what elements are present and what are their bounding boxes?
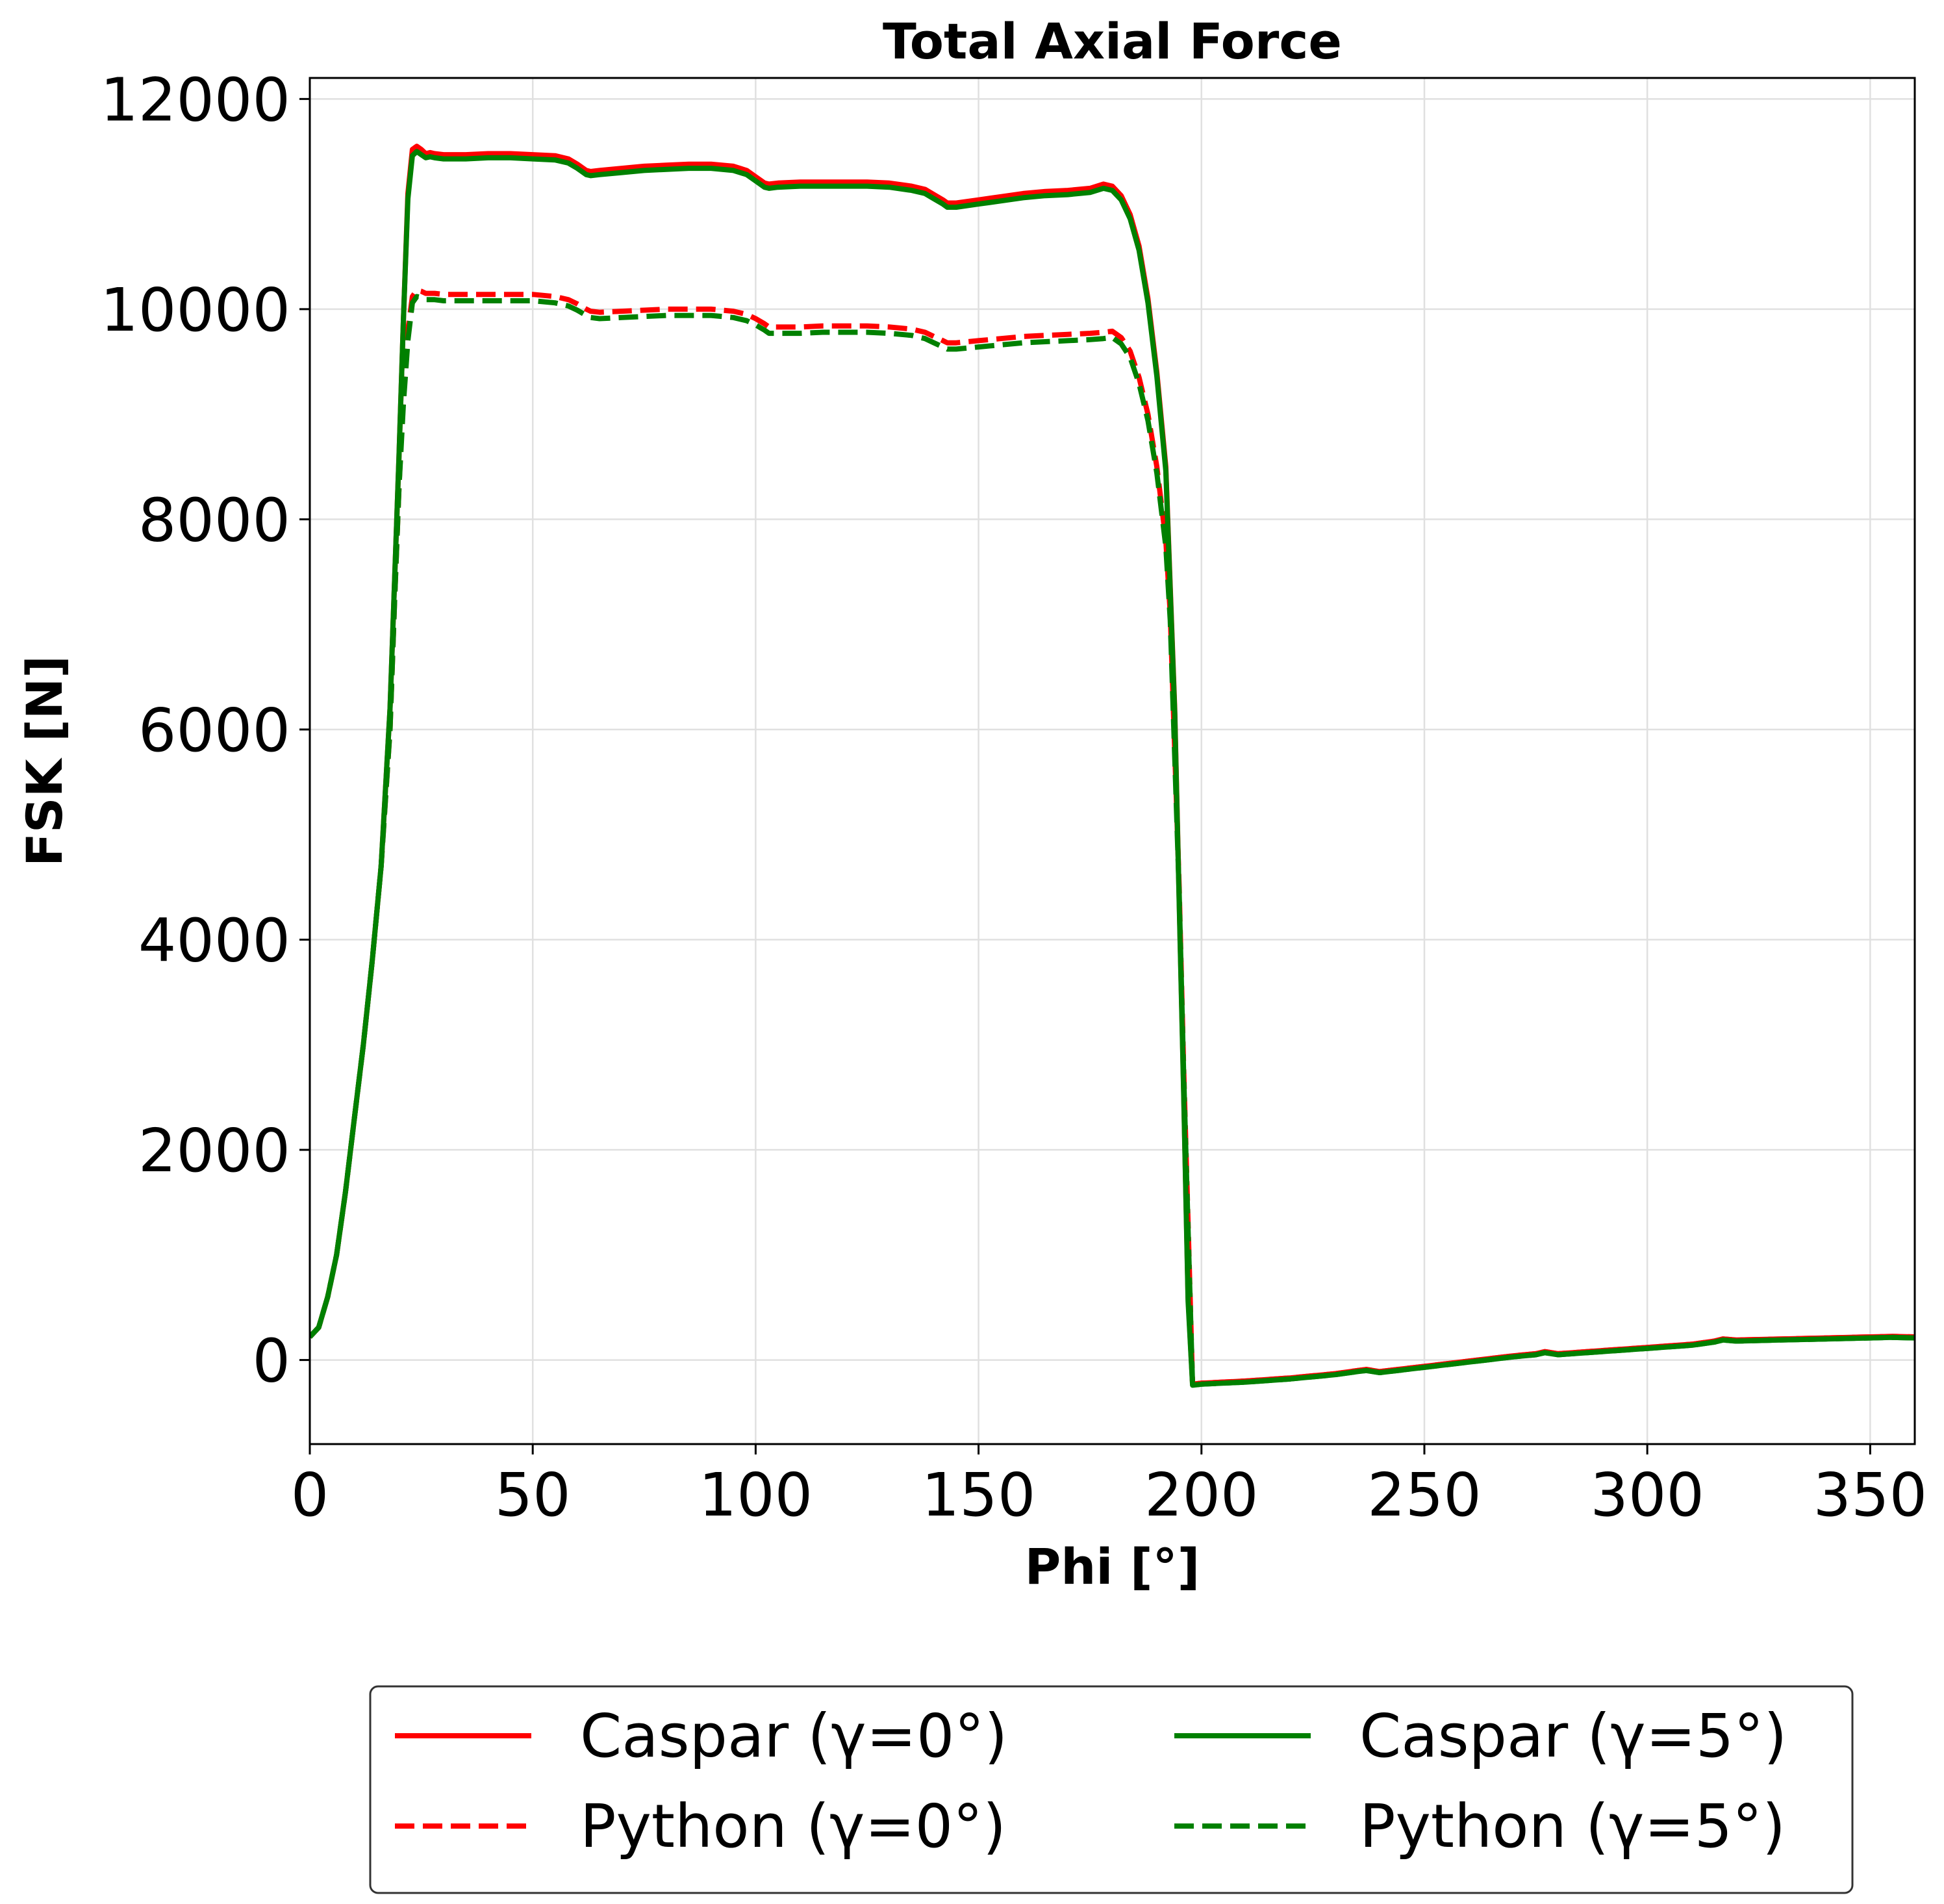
x-tick-label: 100	[699, 1460, 813, 1530]
y-tick-label: 4000	[138, 906, 290, 976]
series-line-python-3	[310, 297, 1915, 1386]
legend-label-python-5: Python (γ=5°)	[1359, 1792, 1786, 1861]
y-tick-label: 6000	[138, 696, 290, 765]
y-tick-label: 0	[252, 1326, 290, 1396]
x-tick-label: 250	[1367, 1460, 1482, 1530]
grid-lines	[310, 78, 1915, 1444]
x-tick-label: 350	[1813, 1460, 1928, 1530]
x-axis-ticks: 0 50 100 150 200 250 300 350	[291, 1444, 1927, 1530]
x-tick-label: 50	[495, 1460, 571, 1530]
y-tick-label: 2000	[138, 1116, 290, 1186]
legend-label-caspar-5: Caspar (γ=5°)	[1359, 1701, 1787, 1771]
series-line-caspar-2	[310, 151, 1915, 1385]
y-tick-label: 8000	[138, 485, 290, 555]
y-tick-label: 12000	[100, 65, 290, 134]
y-axis-label: FSK [N]	[16, 655, 73, 867]
legend-label-python-0: Python (γ=0°)	[580, 1792, 1006, 1861]
legend-label-caspar-0: Caspar (γ=0°)	[580, 1701, 1007, 1771]
x-tick-label: 300	[1590, 1460, 1704, 1530]
y-axis-ticks: 0 2000 4000 6000 8000 10000 12000	[100, 65, 310, 1395]
series-line-python-1	[310, 290, 1915, 1384]
chart-title: Total Axial Force	[883, 12, 1342, 70]
x-tick-label: 200	[1144, 1460, 1259, 1530]
y-tick-label: 10000	[100, 275, 290, 345]
x-tick-label: 150	[922, 1460, 1036, 1530]
legend: Caspar (γ=0°) Python (γ=0°) Caspar (γ=5°…	[370, 1686, 1852, 1893]
plot-frame	[310, 78, 1915, 1444]
series-lines	[310, 146, 1915, 1385]
x-axis-label: Phi [°]	[1025, 1538, 1200, 1595]
x-tick-label: 0	[291, 1460, 329, 1530]
